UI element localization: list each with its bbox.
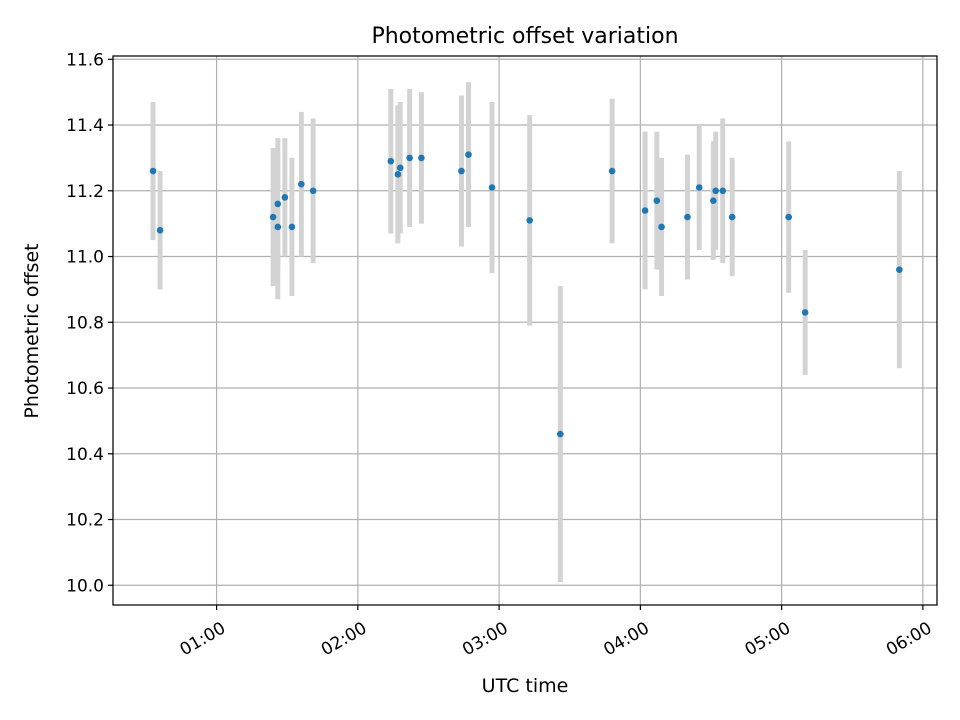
x-axis-label: UTC time bbox=[482, 675, 569, 697]
data-point bbox=[281, 194, 289, 201]
data-point bbox=[712, 187, 719, 195]
data-point bbox=[801, 309, 809, 316]
data-point bbox=[298, 180, 305, 188]
data-points bbox=[149, 151, 903, 438]
y-tick-label: 11.6 bbox=[66, 50, 104, 70]
data-point bbox=[608, 167, 616, 175]
y-tick-label: 11.2 bbox=[66, 182, 104, 202]
y-tick-label: 11.0 bbox=[66, 248, 104, 268]
data-point bbox=[309, 187, 317, 195]
data-point bbox=[641, 207, 649, 214]
data-point bbox=[458, 167, 465, 175]
y-tick-label: 10.6 bbox=[66, 379, 104, 399]
data-point bbox=[394, 171, 402, 178]
y-axis-ticks: 10.0 10.2 10.4 10.6 10.8 11.0 11.2 11.4 11.6 bbox=[66, 50, 113, 596]
data-point bbox=[406, 154, 413, 162]
data-point bbox=[695, 184, 703, 191]
axes-frame bbox=[112, 55, 938, 606]
data-point bbox=[387, 157, 395, 165]
data-point bbox=[288, 223, 296, 231]
grid bbox=[113, 56, 937, 605]
y-tick-label: 10.0 bbox=[66, 576, 104, 596]
data-point bbox=[396, 164, 404, 172]
y-tick-label: 10.4 bbox=[66, 445, 104, 465]
y-tick-label: 10.8 bbox=[66, 313, 104, 333]
data-point bbox=[269, 213, 277, 221]
data-point bbox=[785, 213, 792, 221]
data-point bbox=[658, 223, 665, 231]
chart-title: Photometric offset variation bbox=[371, 24, 678, 49]
data-point bbox=[274, 223, 282, 231]
y-tick-label: 10.2 bbox=[66, 511, 104, 531]
data-point bbox=[710, 197, 717, 204]
data-point bbox=[156, 226, 164, 234]
data-point bbox=[274, 200, 282, 208]
data-point bbox=[684, 213, 691, 221]
y-axis-label: Photometric offset bbox=[21, 243, 43, 418]
data-point bbox=[557, 430, 564, 438]
data-point bbox=[465, 151, 472, 158]
data-point bbox=[728, 213, 736, 221]
data-point bbox=[418, 154, 425, 162]
data-point bbox=[149, 167, 157, 175]
data-point bbox=[526, 217, 534, 224]
data-point bbox=[488, 184, 496, 191]
data-point bbox=[896, 266, 903, 273]
data-point bbox=[719, 187, 727, 195]
y-tick-label: 11.4 bbox=[66, 116, 104, 136]
data-point bbox=[653, 197, 661, 204]
